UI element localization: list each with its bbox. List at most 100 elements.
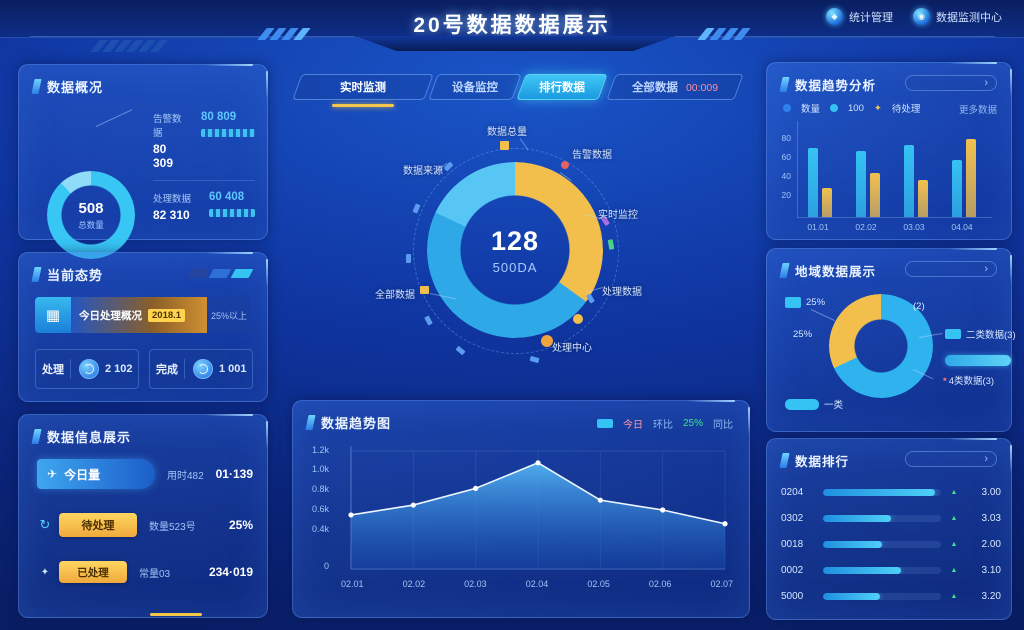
rank-bar-track (823, 592, 941, 600)
done-button[interactable]: 已处理 (59, 561, 127, 583)
status-highlight-row[interactable]: ▦ 今日处理概况 2018.1 25%以上 (35, 297, 251, 333)
region-label-badge: 25% (785, 297, 825, 308)
tab-device-monitor[interactable]: 设备监控 (433, 74, 517, 100)
overview-donut-center: 508 总数量 (47, 171, 135, 259)
panel-region: 地域数据展示 › 25% 25% 一类 (2) 二类数据(3) * 4类数据(3) (766, 248, 1016, 432)
legend-swatch (596, 419, 613, 428)
donut-callout-label: 处理中心 (552, 343, 592, 354)
bar (808, 148, 818, 217)
header-menu-label: 数据监测中心 (936, 11, 1002, 24)
rank-label: 5000 (781, 590, 804, 602)
gauge-icon (79, 359, 99, 379)
donut-callout-label: 告警数据 (572, 150, 612, 161)
donut-callout-label: 全部数据 (375, 290, 415, 301)
header-line-right (675, 36, 995, 37)
trend-ytick: 1.2k (311, 445, 329, 455)
callout-line (810, 309, 835, 321)
rank-label: 0302 (781, 512, 804, 524)
bars-legend: 数量 100 ✦ 待处理 (783, 101, 920, 115)
gem-icon: ◆ (826, 8, 843, 25)
divider (153, 180, 255, 181)
header-menu-item-1[interactable]: ◆ 统计管理 (826, 8, 893, 25)
stripe-decoration (257, 28, 311, 40)
rank-value: 3.20 (981, 590, 1001, 602)
donut-callout-label: 数据总量 (487, 127, 527, 138)
donut-outer-ring (413, 148, 619, 354)
status-stat-box: 完成 1 001 (149, 349, 253, 389)
pending-button[interactable]: 待处理 (59, 513, 137, 537)
tab-realtime-monitor[interactable]: 实时监测 (297, 74, 429, 100)
legend-item: 环比 (652, 420, 673, 431)
panel-info-title: 数据信息展示 (31, 427, 132, 446)
bars-xtick: 04.04 (951, 222, 973, 232)
legend-dot (830, 104, 839, 112)
title-tag-icon (31, 429, 42, 444)
overview-row: 告警数据 80 309 80 809 (153, 105, 255, 180)
trend-xtick: 02.03 (464, 579, 487, 589)
bar-group (808, 148, 832, 217)
overview-row-label: 处理数据 (153, 194, 192, 205)
rank-row: 0002 ▲ 3.10 (781, 563, 1001, 577)
spark-icon: ✦ (40, 566, 50, 578)
badge-icon (785, 297, 801, 308)
overview-row-strong: 80 309 (153, 142, 174, 170)
pill-icon (945, 329, 961, 339)
overview-rows: 告警数据 80 309 80 809 处理数据 82 310 60 408 (153, 105, 255, 232)
info-row: ✦ 已处理 常量03 234·019 (37, 561, 253, 583)
center-donut-chart (427, 162, 603, 338)
panel-title-text: 数据信息展示 (47, 430, 132, 445)
overview-row-label: 告警数据 (153, 114, 182, 139)
stat-value: 1 001 (219, 363, 247, 375)
header-menu-item-2[interactable]: ◉ 数据监测中心 (913, 8, 1002, 25)
rank-label: 0002 (781, 564, 804, 576)
bar-group (952, 139, 976, 217)
bar (952, 160, 962, 217)
legend-item: 今日 (622, 420, 643, 431)
rank-more-button[interactable]: › (905, 451, 997, 467)
panel-bars-title: 数据趋势分析 (779, 75, 876, 94)
tab-all-data[interactable]: 全部数据 00:009 (611, 74, 739, 100)
globe-icon: ◉ (913, 8, 930, 25)
bar-group (904, 145, 928, 217)
panel-rank-title: 数据排行 (779, 451, 849, 470)
panel-status: 当前态势 ▦ 今日处理概况 2018.1 25%以上 处理 2 102 完成 1… (18, 252, 268, 402)
up-arrow-icon: ▲ (950, 540, 958, 548)
status-highlight-note: 25%以上 (210, 310, 247, 321)
panel-title-text: 数据趋势图 (321, 416, 392, 431)
donut-marker (529, 355, 540, 364)
bar (822, 188, 832, 217)
up-arrow-icon: ▲ (950, 566, 958, 574)
region-label-paren: (2) (913, 301, 925, 312)
rank-bar-fill (823, 540, 882, 548)
trend-ytick: 0 (323, 561, 329, 571)
divider (70, 359, 71, 379)
bars-more-button[interactable]: › (905, 75, 997, 91)
info-row: ↻ 待处理 数量523号 25% (37, 513, 253, 537)
stripe-decoration (90, 40, 168, 52)
title-tag-icon (31, 267, 42, 282)
chevron-right-icon: › (984, 77, 988, 89)
info-row: ✈ 今日量 用时482 01·139 (37, 459, 253, 489)
panel-region-title: 地域数据展示 (779, 261, 876, 280)
rank-bar-fill (823, 488, 936, 496)
bar (966, 139, 976, 217)
tab-ranking-data[interactable]: 排行数据 (521, 74, 603, 100)
region-label-text: 25% (793, 329, 813, 340)
up-arrow-icon: ▲ (950, 592, 958, 600)
chevron-right-icon: › (984, 453, 988, 465)
panel-bars: 数据趋势分析 › 数量 100 ✦ 待处理 更多数据 80 60 40 20 0… (766, 62, 1012, 240)
page-title: 20号数据数据展示 (413, 14, 611, 37)
up-arrow-icon: ▲ (950, 488, 958, 496)
trend-xtick: 02.06 (648, 579, 672, 589)
trend-xtick: 02.05 (587, 579, 610, 589)
title-tag-icon (779, 453, 790, 468)
region-label-pill: 二类数据(3) (945, 327, 1016, 341)
region-more-button[interactable]: › (905, 261, 997, 277)
overview-row-value: 80 809 (201, 111, 237, 123)
trend-xlabels: 02.01 02.02 02.03 02.04 02.05 02.06 02.0… (341, 579, 733, 589)
asterisk-icon: * (943, 376, 947, 387)
info-pill-today[interactable]: ✈ 今日量 (37, 459, 155, 489)
more-data-link[interactable]: 更多数据 (958, 105, 997, 116)
plane-icon: ✈ (47, 467, 58, 481)
